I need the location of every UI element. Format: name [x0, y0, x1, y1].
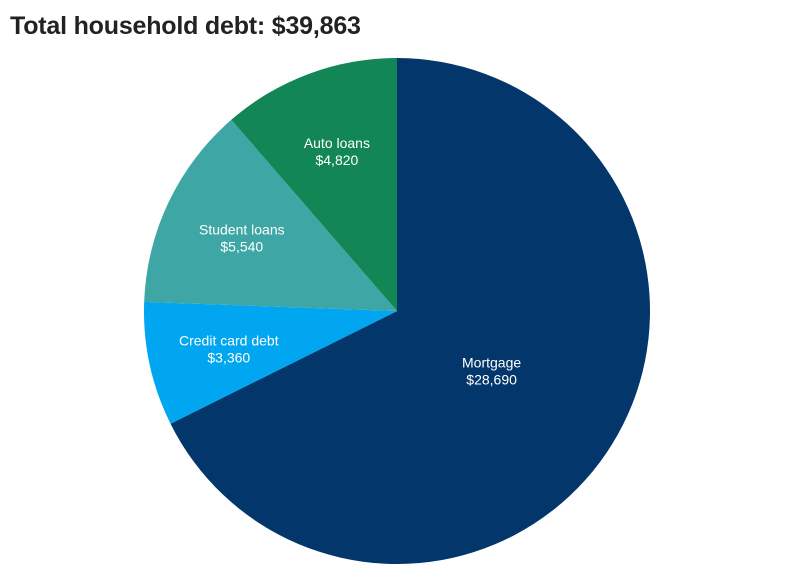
slice-value-auto-loans: $4,820 — [315, 152, 358, 168]
slice-label-auto-loans: Auto loans — [304, 135, 370, 151]
slice-label-mortgage: Mortgage — [462, 355, 521, 371]
pie-labels: Mortgage$28,690 Credit card debt$3,360 Stu… — [179, 135, 521, 388]
slice-label-credit-card-debt: Credit card debt — [179, 332, 279, 348]
pie-slices — [143, 58, 651, 565]
pie-slice-auto-loans — [231, 58, 397, 311]
pie-slice-mortgage — [170, 58, 651, 565]
slice-value-mortgage: $28,690 — [466, 372, 517, 388]
pie-slice-student-loans — [144, 119, 397, 311]
chart-title: Total household debt: $39,863 — [10, 12, 361, 40]
slice-label-student-loans: Student loans — [199, 222, 285, 238]
slice-value-student-loans: $5,540 — [220, 239, 263, 255]
slice-value-credit-card-debt: $3,360 — [207, 349, 250, 365]
pie-slice-credit-card-debt — [143, 301, 397, 424]
